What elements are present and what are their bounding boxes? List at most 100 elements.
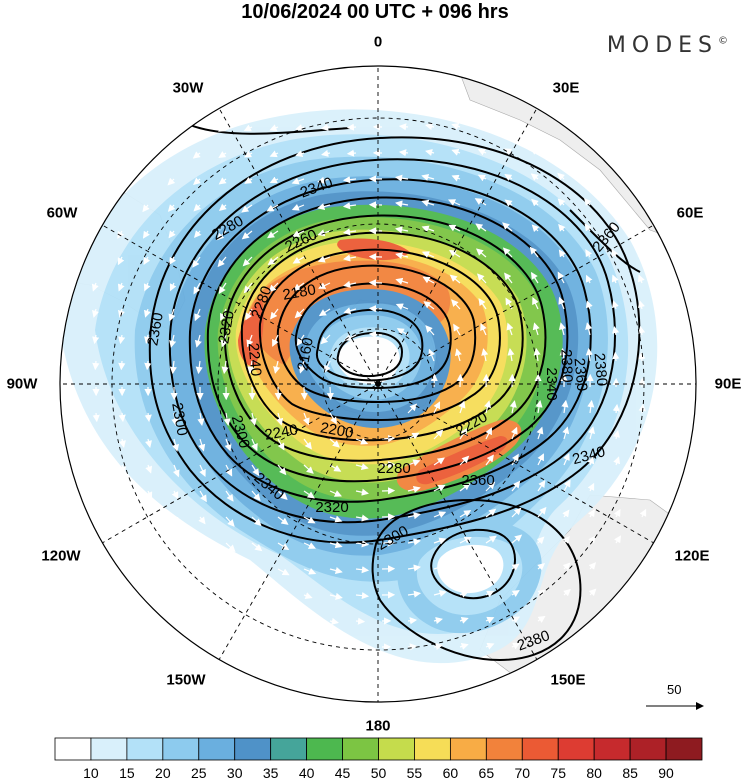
wind-vector	[277, 490, 288, 501]
wind-vector	[556, 147, 565, 155]
wind-vector	[144, 438, 152, 448]
wind-vector	[303, 618, 313, 626]
wind-vector	[92, 438, 100, 449]
wind-vector	[664, 429, 672, 440]
wind-vector	[117, 308, 125, 318]
colorbar-tick-label: 30	[226, 765, 243, 781]
wind-vector	[588, 426, 595, 440]
wind-vector	[169, 360, 177, 375]
wind-vector	[637, 274, 645, 284]
copyright-mark: ©	[718, 35, 728, 47]
wind-vector	[448, 199, 461, 206]
wind-vector	[613, 508, 621, 518]
wind-vector	[613, 482, 621, 492]
wind-vector	[583, 172, 592, 181]
wind-vector	[251, 464, 260, 477]
contour-label: 2360	[461, 472, 494, 489]
wind-vector	[243, 150, 253, 158]
wind-vector	[459, 482, 471, 492]
wind-vector	[481, 348, 489, 362]
wind-vector	[421, 199, 435, 207]
wind-vector	[92, 308, 99, 318]
wind-vector	[218, 177, 227, 185]
wind-vector	[199, 593, 208, 601]
wind-vector	[368, 279, 383, 287]
colorbar-swatch	[521, 737, 559, 761]
contour-label: 2380	[557, 349, 575, 383]
wind-vector	[355, 592, 370, 600]
wind-vector	[195, 360, 203, 375]
wind-vector	[303, 644, 313, 652]
colorbar-swatch	[198, 737, 236, 761]
wind-vector	[611, 223, 618, 232]
wind-vector	[638, 430, 646, 440]
wind-vector	[480, 323, 487, 336]
wind-vector	[610, 197, 618, 206]
wind-vector	[117, 256, 125, 266]
label-lon-30w: 30W	[172, 79, 204, 97]
wind-vector	[244, 176, 253, 184]
wind-vector	[407, 590, 422, 598]
label-lon-30e: 30E	[552, 79, 580, 97]
wind-vector	[172, 568, 181, 576]
wind-vector	[407, 403, 418, 414]
contour-label: 2240	[263, 421, 299, 444]
colorbar	[54, 737, 703, 761]
label-lon-60w: 60W	[46, 204, 78, 222]
wind-vector	[453, 323, 461, 336]
wind-vector	[355, 643, 366, 651]
wind-vector	[277, 618, 287, 626]
colorbar-swatch	[54, 737, 92, 761]
wind-vector	[368, 330, 383, 339]
colorbar-swatch	[126, 737, 164, 761]
wind-vector	[511, 453, 519, 466]
wind-vector	[146, 568, 154, 577]
wind-vector	[144, 360, 152, 371]
wind-vector	[511, 590, 520, 597]
wind-vector	[251, 542, 263, 552]
wind-vector	[320, 334, 331, 345]
wind-vector	[430, 373, 438, 388]
wind-vector	[425, 149, 435, 157]
wind-vector	[300, 386, 308, 401]
colorbar-swatch	[306, 737, 343, 761]
wind-vector	[537, 506, 547, 518]
contour-label: 2160	[294, 336, 317, 372]
wind-vector	[343, 307, 357, 315]
wind-vector	[398, 123, 409, 131]
wind-vector	[317, 203, 331, 211]
wind-vector	[511, 507, 522, 518]
wind-vectors	[91, 96, 672, 677]
wind-vector	[326, 386, 334, 401]
wind-vector	[91, 282, 99, 292]
wind-vector	[146, 542, 154, 551]
wind-vector	[295, 98, 305, 105]
wind-vector	[320, 97, 331, 105]
wind-vector	[277, 592, 287, 600]
wind-vector	[638, 325, 646, 336]
wind-vector	[613, 456, 621, 466]
wind-vector	[588, 588, 597, 597]
wind-vector	[530, 271, 539, 284]
wind-vector	[243, 124, 253, 132]
brand-name: MODES	[606, 33, 718, 58]
wind-vector	[563, 588, 571, 597]
contour-label: 2280	[377, 460, 410, 477]
wind-vector	[321, 149, 331, 157]
colorbar-tick-label: 20	[155, 765, 171, 781]
colorbar-swatch	[485, 737, 523, 761]
wind-vector	[537, 453, 544, 466]
wind-vector	[585, 347, 593, 362]
wind-vector	[511, 616, 521, 624]
wind-vector	[197, 412, 205, 426]
wind-vector	[485, 590, 495, 598]
wind-vector	[537, 589, 546, 597]
wind-vector	[557, 172, 565, 181]
wind-vector	[317, 229, 331, 237]
colorbar-swatch	[414, 737, 451, 761]
wind-vector	[194, 308, 201, 322]
wind-vector	[458, 400, 466, 414]
wind-vector	[193, 177, 201, 185]
wind-vector	[118, 360, 126, 371]
